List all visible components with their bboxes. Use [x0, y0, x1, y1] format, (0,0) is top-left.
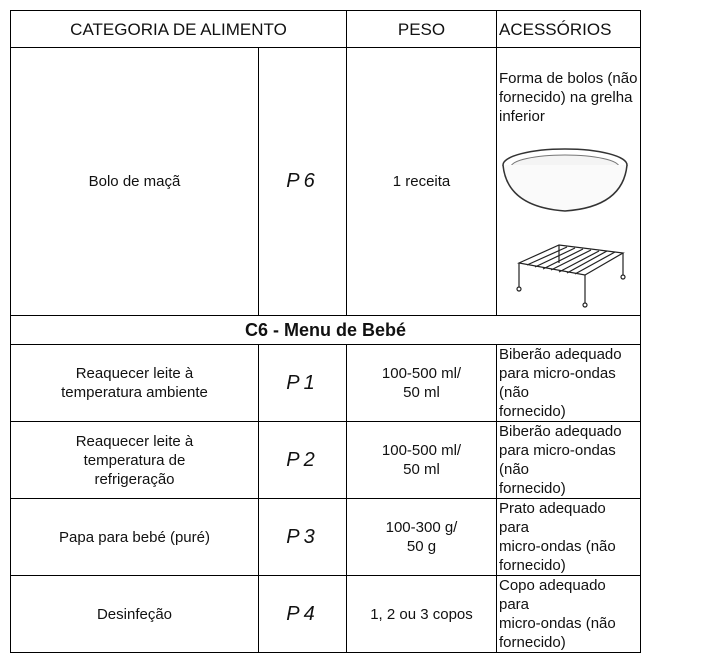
accessory-cell: Prato adequado para micro-ondas (não for…	[496, 498, 641, 576]
code-cell: P3	[258, 498, 347, 576]
accessory-text: Forma de bolos (não fornecido) na grelha…	[499, 70, 638, 125]
header-cell: PESO	[346, 10, 497, 48]
code-cell: P4	[258, 575, 347, 653]
food-cell: Papa para bebé (puré)	[10, 498, 259, 576]
weight-cell: 100-300 g/ 50 g	[346, 498, 497, 576]
accessory-cell: Copo adequado para micro-ondas (não forn…	[496, 575, 641, 653]
food-cell: Desinfeção	[10, 575, 259, 653]
accessory-cell: Forma de bolos (não fornecido) na grelha…	[496, 47, 641, 316]
code-cell: P6	[258, 47, 347, 316]
food-cell: Reaquecer leite à temperatura ambiente	[10, 344, 259, 422]
row: Reaquecer leite à temperatura ambiente P…	[10, 344, 641, 422]
accessory-cell: Biberão adequado para micro-ondas (não f…	[496, 344, 641, 422]
weight-cell: 100-500 ml/ 50 ml	[346, 421, 497, 499]
page: CATEGORIA DE ALIMENTO PESO ACESSÓRIOS Bo…	[10, 10, 641, 653]
row: Bolo de maçã P6 1 receita Forma de bolos…	[10, 47, 641, 316]
menu-table: CATEGORIA DE ALIMENTO PESO ACESSÓRIOS Bo…	[10, 10, 641, 653]
header-cell: CATEGORIA DE ALIMENTO	[10, 10, 347, 48]
food-cell: Bolo de maçã	[10, 47, 259, 316]
code-cell: P2	[258, 421, 347, 499]
row: Desinfeção P4 1, 2 ou 3 copos Copo adequ…	[10, 575, 641, 653]
weight-cell: 1 receita	[346, 47, 497, 316]
food-cell: Reaquecer leite à temperatura de refrige…	[10, 421, 259, 499]
header-cell: ACESSÓRIOS	[496, 10, 641, 48]
code-cell: P1	[258, 344, 347, 422]
accessory-cell: Biberão adequado para micro-ondas (não f…	[496, 421, 641, 499]
section-row: C6 - Menu de Bebé	[10, 315, 641, 345]
section-title: C6 - Menu de Bebé	[10, 315, 641, 345]
header-row: CATEGORIA DE ALIMENTO PESO ACESSÓRIOS	[10, 10, 641, 48]
weight-cell: 100-500 ml/ 50 ml	[346, 344, 497, 422]
accessory-illustration	[502, 148, 628, 308]
weight-cell: 1, 2 ou 3 copos	[346, 575, 497, 653]
row: Papa para bebé (puré) P3 100-300 g/ 50 g…	[10, 498, 641, 576]
row: Reaquecer leite à temperatura de refrige…	[10, 421, 641, 499]
